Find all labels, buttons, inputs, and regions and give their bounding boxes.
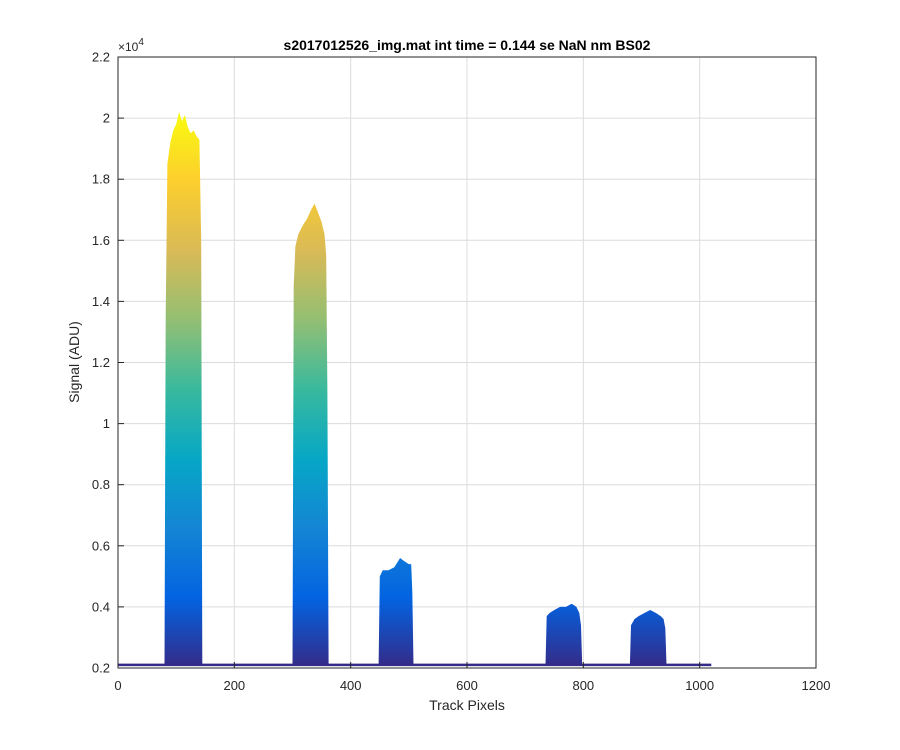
y-exponent-power: 4 [138,37,144,48]
x-tick-label: 400 [340,678,362,693]
x-tick-marks [117,662,817,668]
y-tick-label: 0.6 [92,538,110,553]
y-gridlines [118,117,816,608]
signal-peak-1 [164,112,203,665]
y-tick-label: 1.6 [92,233,110,248]
x-tick-label: 800 [572,678,594,693]
x-axis-label: Track Pixels [429,697,505,713]
x-tick-labels: 0 200 400 600 800 1000 1200 [114,678,830,693]
y-tick-marks [118,56,124,669]
signal-peak-5 [629,610,667,665]
x-tick-label: 200 [223,678,245,693]
signal-peak-4 [545,603,583,665]
chart-title: s2017012526_img.mat int time = 0.144 se … [284,37,651,53]
signal-peak-3 [378,558,414,665]
y-tick-label: 1 [103,416,110,431]
x-tick-label: 1000 [685,678,714,693]
y-tick-label: 0.2 [92,661,110,676]
y-tick-label: 1.2 [92,355,110,370]
x-tick-label: 0 [114,678,121,693]
signal-peak-2 [292,203,329,665]
y-tick-label: 2 [103,111,110,126]
y-tick-label: 1.8 [92,172,110,187]
y-axis-label: Signal (ADU) [66,321,82,403]
y-tick-label: 0.8 [92,477,110,492]
x-tick-label: 1200 [802,678,831,693]
x-tick-label: 600 [456,678,478,693]
y-tick-label: 0.4 [92,599,110,614]
y-tick-label: 1.4 [92,294,110,309]
y-tick-labels: 0.2 0.4 0.6 0.8 1 1.2 1.4 1.6 1.8 2 2.2 [92,50,110,676]
signal-traces [164,112,667,665]
y-exponent-label: ×104 [118,37,144,54]
y-tick-label: 2.2 [92,50,110,65]
